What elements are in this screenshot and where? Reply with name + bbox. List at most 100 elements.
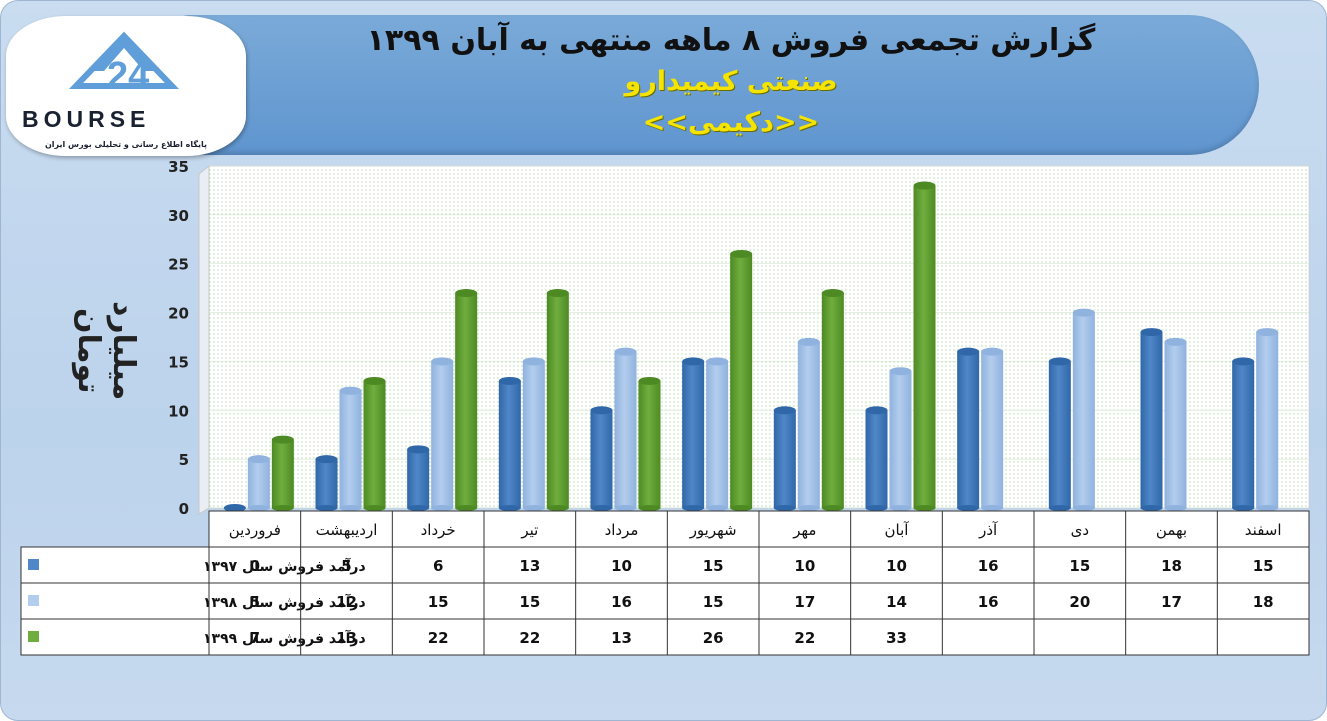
bar-cap	[706, 357, 729, 366]
category-label: آبان	[885, 521, 910, 539]
data-label: 14	[886, 593, 907, 611]
bar-base	[431, 505, 454, 511]
bar	[247, 459, 270, 508]
legend-swatch	[28, 559, 39, 570]
data-label: 12	[336, 593, 357, 611]
bar	[981, 351, 1004, 508]
bar-cap	[247, 455, 270, 464]
bar-cap	[889, 367, 912, 376]
bar-base	[706, 505, 729, 511]
bar-base	[223, 505, 246, 511]
bar-base	[865, 505, 888, 511]
data-label: 10	[886, 557, 907, 575]
table-row	[20, 546, 1310, 584]
bar-cap	[407, 445, 430, 454]
svg-text:24: 24	[107, 55, 149, 97]
data-label: 5	[341, 557, 351, 575]
bar	[821, 293, 844, 508]
data-label: 10	[611, 557, 632, 575]
bar-cap	[498, 376, 521, 385]
bar-base	[889, 505, 912, 511]
bar-cap	[913, 181, 936, 190]
bar-cap	[957, 347, 980, 356]
bar-base	[522, 505, 545, 511]
y-tick-label: 20	[168, 305, 189, 323]
bar-base	[1232, 505, 1255, 511]
data-label: 15	[703, 557, 724, 575]
data-label: 16	[978, 557, 999, 575]
bar-cap	[546, 289, 569, 298]
bourse-logo-mark-icon: 24	[68, 31, 180, 97]
data-label: 7	[250, 629, 260, 647]
bar	[431, 361, 454, 508]
bar-base	[913, 505, 936, 511]
y-tick-label: 10	[168, 402, 189, 420]
chart-title: گزارش تجمعی فروش ۸ ماهه منتهی به آبان ۱۳…	[366, 23, 1096, 58]
bar	[797, 341, 820, 508]
plot-area	[208, 165, 1310, 509]
bar	[1232, 361, 1255, 508]
data-label: 10	[794, 557, 815, 575]
category-label: اردیبهشت	[316, 521, 378, 539]
bar-cap	[614, 347, 637, 356]
legend-swatch	[28, 595, 39, 606]
bar	[455, 293, 478, 508]
bar-base	[614, 505, 637, 511]
bar-base	[821, 505, 844, 511]
bar-cap	[1164, 337, 1187, 346]
bar-cap	[590, 406, 613, 415]
legend-label: درآمد فروش سال ۱۳۹۹	[203, 629, 366, 647]
y-axis-label: میلیارد تومان	[71, 301, 141, 401]
bar-base	[981, 505, 1004, 511]
data-label: 15	[1253, 557, 1274, 575]
data-label: 0	[250, 557, 260, 575]
title-banner	[171, 15, 1259, 155]
bar	[1072, 312, 1095, 508]
y-tick-label: 25	[168, 256, 189, 274]
legend-label: درآمد فروش سال ۱۳۹۸	[203, 593, 366, 611]
bar-cap	[1048, 357, 1071, 366]
bar-cap	[1140, 328, 1163, 337]
bar-base	[546, 505, 569, 511]
bar-cap	[455, 289, 478, 298]
bar-base	[498, 505, 521, 511]
y-tick-label: 15	[168, 353, 189, 371]
table-row	[20, 582, 1310, 620]
data-label: 15	[1069, 557, 1090, 575]
category-label: مرداد	[605, 521, 639, 539]
plot-side-wall	[198, 164, 210, 515]
bar	[522, 361, 545, 508]
category-label: شهریور	[689, 521, 737, 539]
category-label: فروردین	[229, 521, 281, 539]
bar-base	[407, 505, 430, 511]
data-label: 15	[428, 593, 449, 611]
bar-cap	[730, 249, 753, 258]
bar-cap	[431, 357, 454, 366]
category-label: آذر	[978, 521, 998, 539]
data-label: 15	[703, 593, 724, 611]
bar-base	[638, 505, 661, 511]
bar-base	[1140, 505, 1163, 511]
bar-cap	[1256, 328, 1279, 337]
bar-cap	[1232, 357, 1255, 366]
bar-cap	[981, 347, 1004, 356]
category-label: مهر	[792, 521, 816, 539]
legend-swatch	[28, 631, 39, 642]
data-label: 13	[611, 629, 632, 647]
bar	[865, 410, 888, 508]
category-label: اسفند	[1245, 521, 1282, 539]
bourse-logo: 24 BOURSE پایگاه اطلاع رسانی و تحلیلی بو…	[6, 16, 246, 156]
bar-cap	[339, 386, 362, 395]
bar	[706, 361, 729, 508]
chart-subtitle-symbol: <<دکیمی>>	[642, 107, 820, 138]
bar-cap	[797, 337, 820, 346]
bar-cap	[865, 406, 888, 415]
bar	[730, 253, 753, 508]
bar-base	[1164, 505, 1187, 511]
category-label: دی	[1071, 521, 1089, 539]
y-tick-label: 5	[179, 451, 189, 469]
bar	[363, 380, 386, 508]
bar	[1164, 341, 1187, 508]
bar-base	[1072, 505, 1095, 511]
